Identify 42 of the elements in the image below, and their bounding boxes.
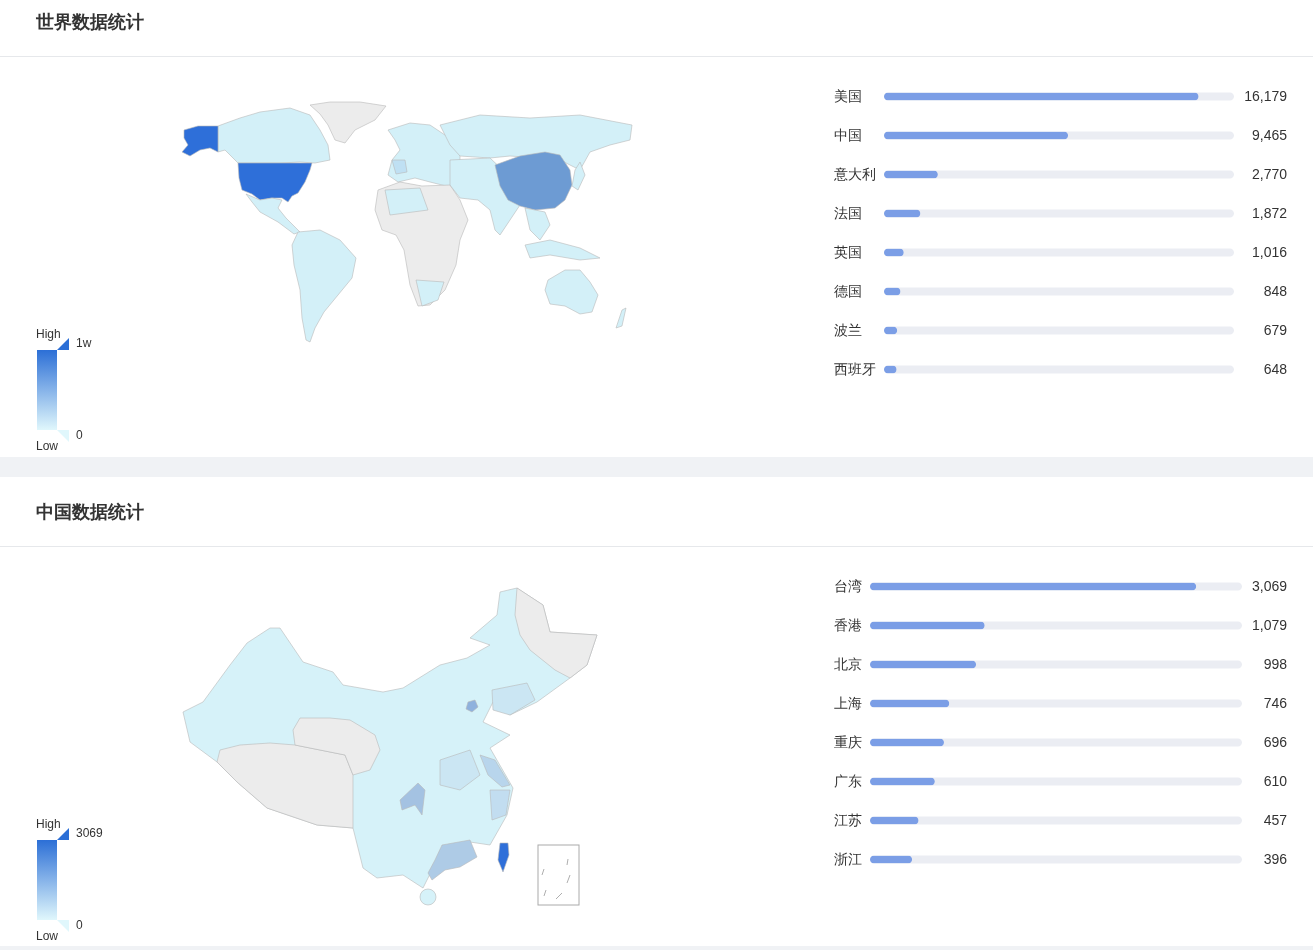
text: 世界数据统计 [36, 11, 144, 34]
y-tick-label: 广东 [833, 772, 862, 788]
data-label: 679 [1263, 321, 1288, 337]
text: 中国数据统计 [36, 501, 144, 524]
text: Low [36, 439, 59, 453]
data-label: 457 [1263, 811, 1288, 827]
data-label: 1,872 [1251, 204, 1288, 220]
y-tick-label: 中国 [833, 126, 862, 142]
y-tick-label: 浙江 [833, 850, 862, 866]
y-tick-label: 法国 [833, 204, 862, 220]
text: Low [36, 929, 59, 943]
data-label: 610 [1263, 772, 1288, 788]
y-tick-label: 意大利 [832, 165, 876, 181]
text: 1w [76, 336, 92, 350]
data-label: 1,079 [1251, 616, 1288, 632]
y-tick-label: 波兰 [833, 321, 862, 337]
data-label: 998 [1263, 655, 1288, 671]
data-label: 16,179 [1244, 87, 1288, 103]
data-label: 746 [1263, 694, 1288, 710]
text: High [36, 817, 61, 831]
data-label: 848 [1263, 282, 1288, 298]
y-tick-label: 香港 [833, 616, 862, 632]
y-tick-label: 英国 [833, 243, 862, 259]
text: 3069 [76, 826, 104, 840]
data-label: 9,465 [1251, 126, 1288, 142]
data-label: 396 [1263, 850, 1288, 866]
text: 0 [76, 918, 83, 932]
y-tick-label: 上海 [833, 694, 862, 710]
y-tick-label: 美国 [833, 87, 862, 103]
text: High [36, 327, 61, 341]
data-label: 3,069 [1251, 577, 1288, 593]
y-tick-label: 北京 [833, 655, 862, 671]
data-label: 2,770 [1251, 165, 1288, 181]
y-tick-label: 西班牙 [833, 360, 876, 376]
data-label: 648 [1263, 360, 1288, 376]
y-tick-label: 台湾 [833, 577, 862, 593]
text: 0 [76, 428, 83, 442]
y-tick-label: 江苏 [833, 811, 862, 827]
y-tick-label: 重庆 [833, 733, 862, 749]
data-label: 696 [1263, 733, 1288, 749]
data-label: 1,016 [1251, 243, 1288, 259]
y-tick-label: 德国 [833, 282, 862, 298]
